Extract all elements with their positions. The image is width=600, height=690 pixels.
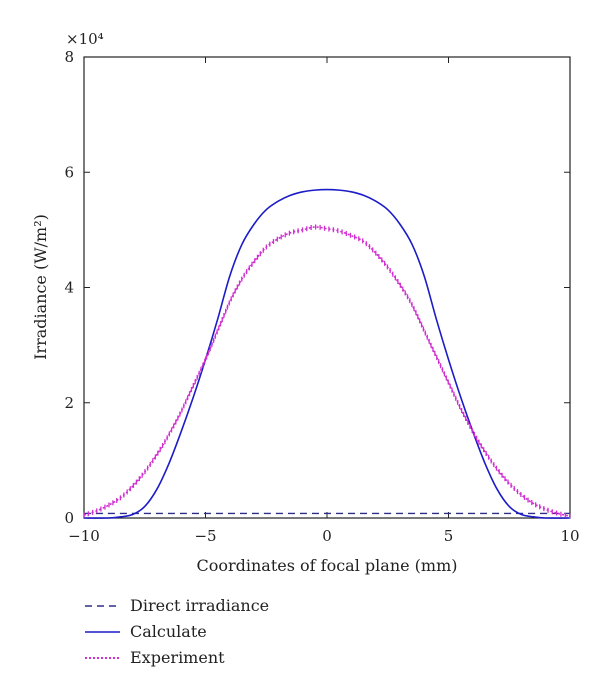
y-tick-label: 2 (64, 394, 74, 412)
legend-label-calculate: Calculate (130, 622, 207, 641)
x-axis-label: Coordinates of focal plane (mm) (196, 556, 457, 575)
axis-ticks: −10 −5 0 5 10 0 2 4 6 8 (64, 48, 579, 545)
y-multiplier: ×10⁴ (66, 30, 104, 48)
legend-item-calculate: Calculate (85, 622, 207, 641)
legend-item-experiment: Experiment (85, 648, 225, 667)
x-tick-label: −5 (194, 527, 216, 545)
series-layer (83, 188, 571, 519)
series-line-experiment (83, 226, 571, 518)
x-tick-label: −10 (68, 527, 100, 545)
legend: Direct irradiance Calculate Experiment (85, 596, 269, 667)
y-tick-label: 8 (64, 48, 74, 66)
x-tick-label: 10 (560, 527, 579, 545)
x-tick-label: 5 (444, 527, 454, 545)
series-line-calculate (83, 188, 571, 519)
plot-frame (83, 56, 571, 519)
legend-item-direct-irradiance: Direct irradiance (85, 596, 269, 615)
legend-label-experiment: Experiment (130, 648, 225, 667)
y-tick-label: 0 (64, 509, 74, 527)
y-tick-label: 4 (64, 279, 74, 297)
y-tick-label: 6 (64, 163, 74, 181)
y-axis-label: Irradiance (W/m²) (31, 214, 50, 360)
x-tick-label: 0 (322, 527, 332, 545)
legend-label-direct-irradiance: Direct irradiance (130, 596, 269, 615)
